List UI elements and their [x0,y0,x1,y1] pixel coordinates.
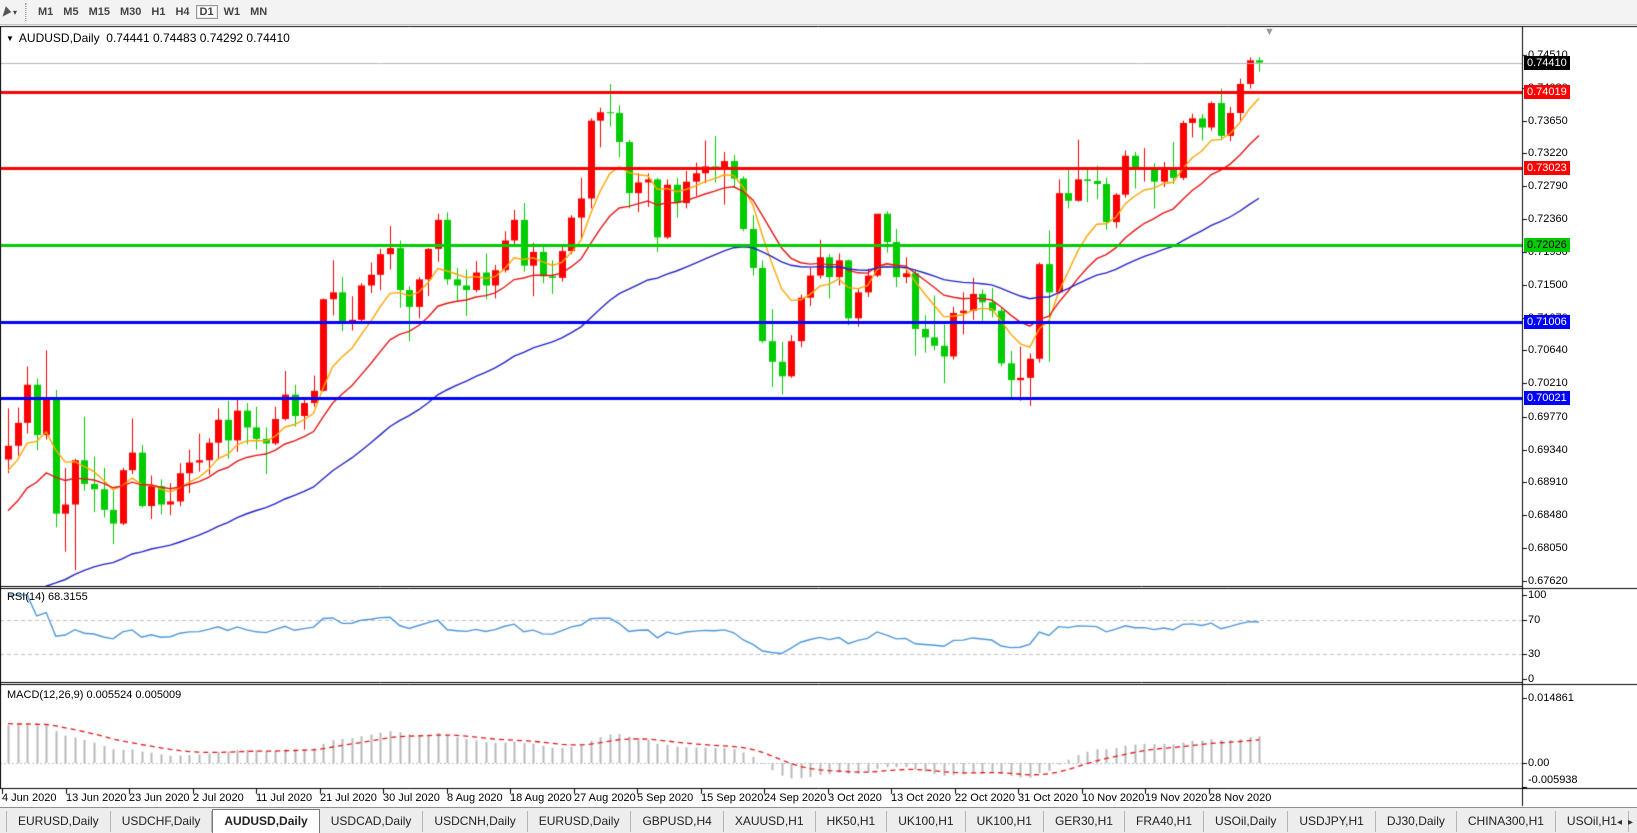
tab-audusd-daily[interactable]: AUDUSD,Daily [212,809,320,833]
tab-usdchf-daily[interactable]: USDCHF,Daily [111,811,213,832]
price-level-tag: 0.74019 [1524,85,1570,99]
price-axis-label: 0.70640 [1528,344,1568,356]
chart-shift-marker-icon[interactable]: ▼ [1264,26,1275,38]
tab-gbpusd-h4[interactable]: GBPUSD,H4 [631,811,724,832]
symbol-tab-bar: EURUSD,Daily USDCHF,Daily AUDUSD,Daily USDC… [0,807,1637,833]
price-axis-label: 0.68910 [1528,476,1568,488]
date-axis-label: 3 Oct 2020 [828,792,882,804]
tab-uk100-h1[interactable]: UK100,H1 [966,811,1044,832]
date-axis-label: 28 Nov 2020 [1209,792,1272,804]
date-axis-label: 10 Nov 2020 [1082,792,1145,804]
price-level-tag: 0.73023 [1524,161,1570,175]
tab-usoil-daily[interactable]: USOil,Daily [1204,811,1289,832]
date-axis-label: 27 Aug 2020 [574,792,636,804]
date-axis-label: 4 Jun 2020 [2,792,57,804]
date-axis-label: 13 Jun 2020 [66,792,127,804]
tab-china300-h1[interactable]: CHINA300,H1 [1457,811,1556,832]
date-axis-label: 5 Sep 2020 [637,792,694,804]
date-axis-label: 2 Jul 2020 [193,792,244,804]
price-level-tag: 0.71006 [1524,315,1570,329]
date-axis-label: 15 Sep 2020 [701,792,764,804]
date-axis-label: 18 Aug 2020 [510,792,572,804]
collapse-arrow-icon[interactable]: ▼ [6,34,14,43]
tab-eurusd-daily[interactable]: EURUSD,Daily [6,811,111,832]
tab-hk50-h1[interactable]: HK50,H1 [816,811,888,832]
current-price-tag: 0.74410 [1524,56,1570,70]
date-axis-label: 19 Nov 2020 [1145,792,1208,804]
rsi-axis-label: 100 [1528,589,1547,601]
date-axis-label: 13 Oct 2020 [891,792,951,804]
price-axis-label: 0.69340 [1528,444,1568,456]
tab-usdcnh-daily[interactable]: USDCNH,Daily [423,811,528,832]
rsi-indicator-label: RSI(14) 68.3155 [7,591,88,603]
price-level-tag: 0.72026 [1524,238,1570,252]
tab-dj30-daily[interactable]: DJ30,Daily [1376,811,1457,832]
date-axis-label: 21 Jul 2020 [320,792,377,804]
tab-scroll-right-icon[interactable]: ▸ [1627,817,1633,828]
tab-xauusd-h1[interactable]: XAUUSD,H1 [724,811,816,832]
macd-indicator-label: MACD(12,26,9) 0.005524 0.005009 [7,689,182,701]
price-axis-label: 0.72360 [1528,213,1568,225]
date-axis-label: 11 Jul 2020 [256,792,313,804]
date-axis-label: 8 Aug 2020 [447,792,503,804]
macd-axis-label: -0.005938 [1528,774,1578,786]
chart-symbol-label: AUDUSD,Daily [18,31,100,45]
rsi-axis-label: 30 [1528,648,1541,660]
price-axis-label: 0.72790 [1528,180,1568,192]
tab-ger30-h1[interactable]: GER30,H1 [1044,811,1125,832]
price-axis-label: 0.73220 [1528,147,1568,159]
price-axis-label: 0.67620 [1528,575,1568,587]
date-axis-label: 24 Sep 2020 [764,792,827,804]
price-axis-label: 0.70210 [1528,377,1568,389]
chart-title: ▼ AUDUSD,Daily 0.74441 0.74483 0.74292 0.… [6,31,290,45]
rsi-axis-label: 0 [1528,673,1535,685]
macd-axis-label: 0.00 [1528,757,1550,769]
date-axis-label: 22 Oct 2020 [955,792,1015,804]
tab-usdjpy-h1[interactable]: USDJPY,H1 [1288,811,1376,832]
price-axis-label: 0.69770 [1528,411,1568,423]
rsi-axis-label: 70 [1528,614,1541,626]
tab-fra40-h1[interactable]: FRA40,H1 [1125,811,1205,832]
date-axis-label: 31 Oct 2020 [1018,792,1078,804]
macd-axis-label: 0.014861 [1528,692,1574,704]
tab-scroll-left-icon[interactable]: ◂ [1616,817,1622,828]
price-axis-label: 0.68050 [1528,542,1568,554]
price-level-tag: 0.70021 [1524,391,1570,405]
date-axis-label: 23 Jun 2020 [129,792,190,804]
tab-usoil-h1[interactable]: USOil,H1 [1556,811,1629,832]
tab-uk100-h1[interactable]: UK100,H1 [887,811,966,832]
price-axis-label: 0.68480 [1528,509,1568,521]
tab-eurusd-daily[interactable]: EURUSD,Daily [528,811,632,832]
chart-ohlc-label: 0.74441 0.74483 0.74292 0.74410 [106,31,290,45]
tab-usdcad-daily[interactable]: USDCAD,Daily [320,811,424,832]
price-axis-label: 0.73650 [1528,115,1568,127]
tab-scroll-arrows: ◂ ▸ [1617,817,1633,828]
price-axis-label: 0.71500 [1528,279,1568,291]
date-axis-label: 30 Jul 2020 [383,792,440,804]
